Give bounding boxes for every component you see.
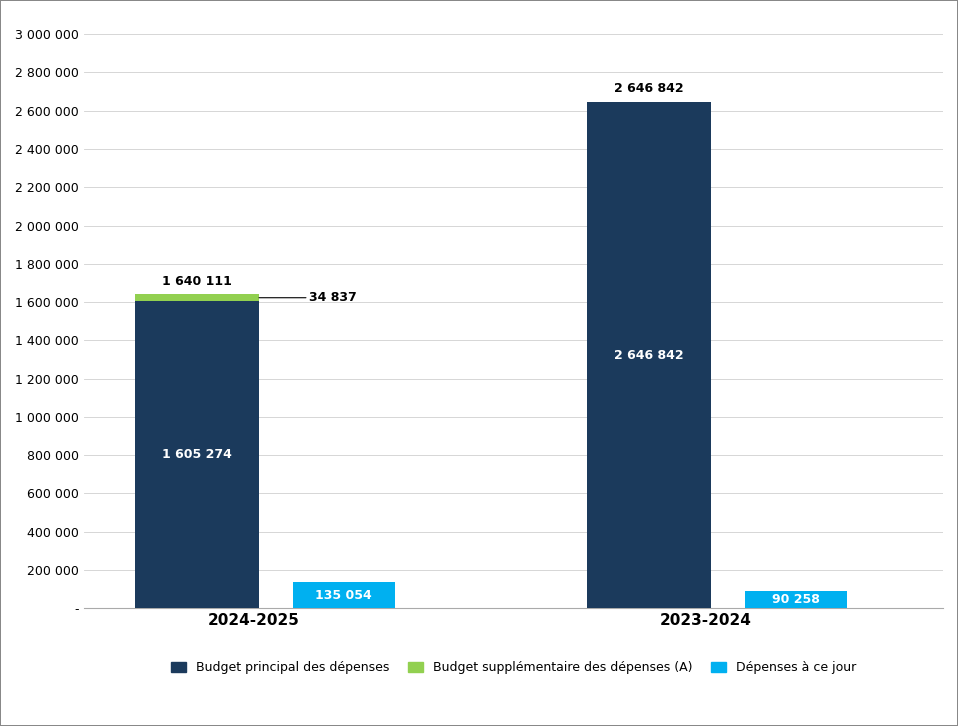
Bar [745, 591, 847, 608]
Text: 1 605 274: 1 605 274 [162, 448, 232, 461]
Text: 1 640 111: 1 640 111 [162, 274, 232, 287]
Bar [587, 102, 711, 608]
Bar [293, 582, 395, 608]
Text: 135 054: 135 054 [315, 589, 372, 602]
Legend: Budget principal des dépenses, Budget supplémentaire des dépenses (A), Dépenses : Budget principal des dépenses, Budget su… [166, 656, 861, 679]
Bar [135, 301, 259, 608]
Bar [135, 295, 259, 301]
Text: 90 258: 90 258 [772, 593, 820, 606]
Text: 2 646 842: 2 646 842 [614, 348, 684, 362]
Text: 2 646 842: 2 646 842 [614, 82, 684, 95]
Text: 34 837: 34 837 [259, 291, 356, 304]
